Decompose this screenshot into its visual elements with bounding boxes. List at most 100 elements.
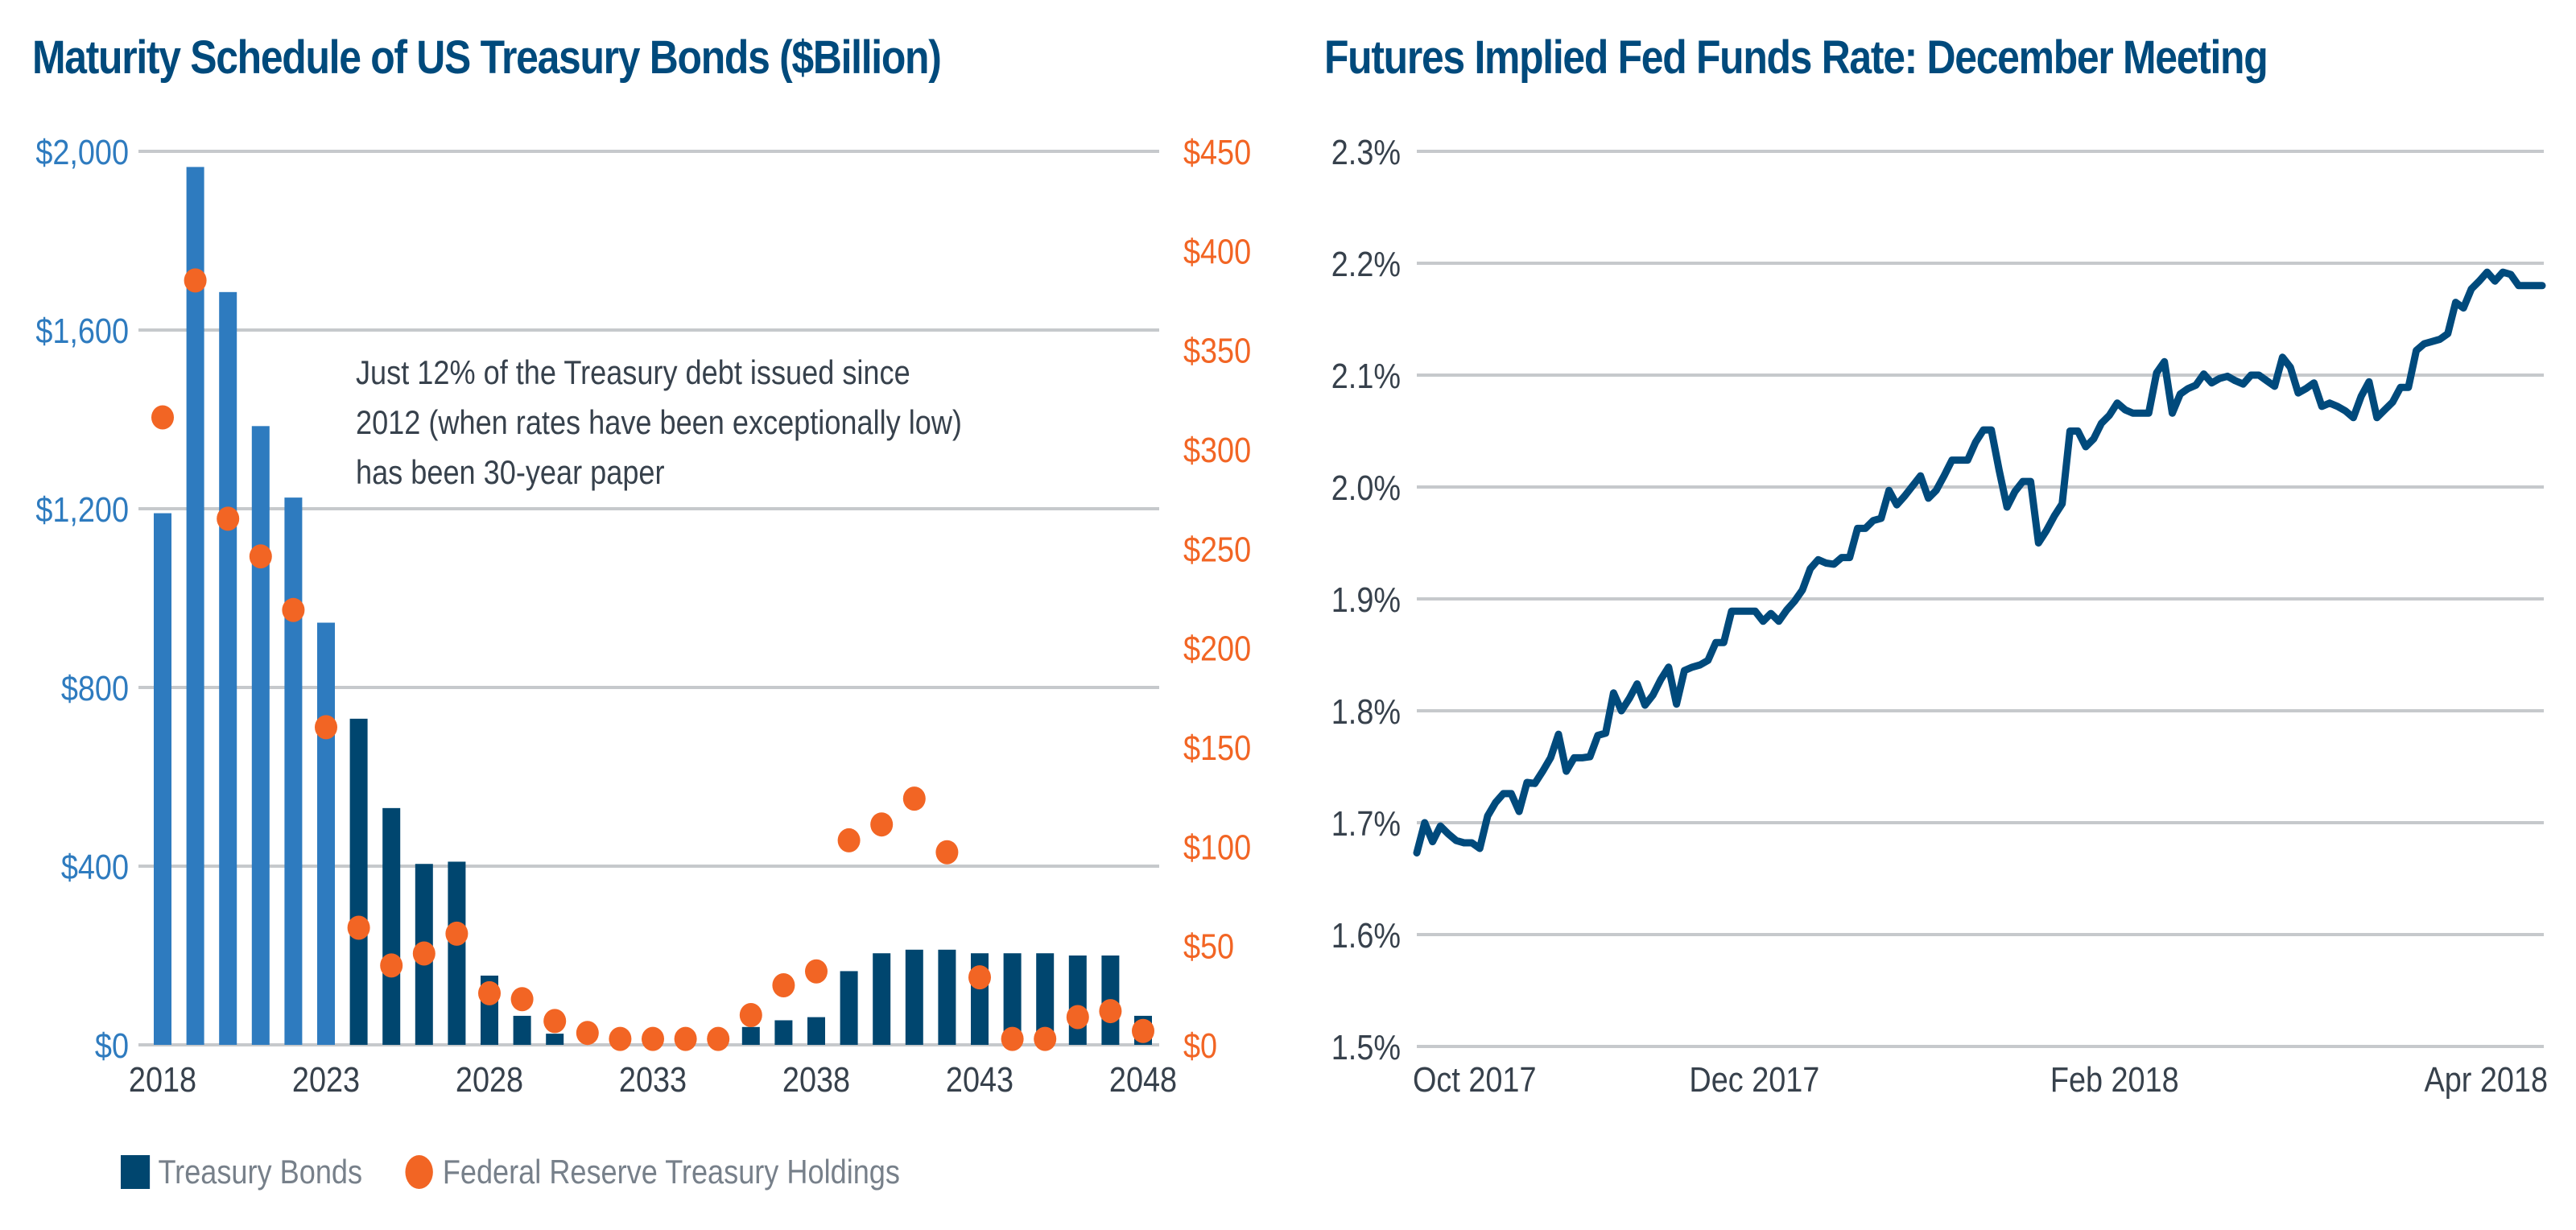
left-y-tick-label: $1,600: [35, 311, 129, 350]
fed-holding-dot: [1132, 1018, 1154, 1043]
treasury-bond-bar: [938, 949, 956, 1045]
treasury-bond-bar: [154, 513, 171, 1045]
right-x-tick-label: Dec 2017: [1689, 1059, 1819, 1099]
legend-fed-holdings-label: Federal Reserve Treasury Holdings: [442, 1153, 900, 1191]
annotation-text: Just 12% of the Treasury debt issued sin…: [356, 353, 962, 491]
legend-treasury-bonds-swatch: [121, 1155, 151, 1189]
treasury-bond-bar: [840, 971, 858, 1045]
right-y-axis-labels: 1.5% 1.6% 1.7% 1.8% 1.9% 2.0% 2.1% 2.2% 2.3%: [1331, 132, 1401, 1067]
treasury-bond-bar: [873, 953, 891, 1045]
fed-holdings-dots: [151, 268, 1154, 1051]
fed-holding-dot: [315, 715, 337, 740]
fed-holding-dot: [902, 786, 926, 811]
fed-holding-dot: [1001, 1026, 1024, 1051]
left-chart-title: Maturity Schedule of US Treasury Bonds (…: [32, 31, 942, 84]
treasury-bond-bar: [349, 718, 368, 1045]
fed-holding-dot: [609, 1026, 632, 1051]
treasury-bond-bar: [513, 1015, 531, 1045]
legend: Treasury Bonds Federal Reserve Treasury …: [121, 1153, 900, 1191]
left-chart-right-y-axis-labels: $0 $50 $100 $150 $200 $250 $300 $350 $400 $450: [1183, 132, 1251, 1065]
fed-holding-dot: [510, 987, 534, 1012]
fed-holding-dot: [642, 1026, 664, 1051]
fed-holding-dot: [772, 973, 795, 997]
right-y-tick-label: $150: [1183, 728, 1251, 767]
legend-treasury-bonds-label: Treasury Bonds: [158, 1153, 363, 1191]
right-gridlines: [1417, 150, 2544, 1048]
fed-holding-dot: [576, 1021, 599, 1046]
right-y-tick-label: 2.2%: [1331, 244, 1401, 283]
left-x-tick-label: 2028: [456, 1059, 523, 1099]
right-x-axis-labels: Oct 2017 Dec 2017 Feb 2018 Apr 2018: [1413, 1059, 2548, 1099]
right-y-tick-label: $450: [1183, 132, 1251, 171]
right-y-tick-label: $0: [1183, 1026, 1217, 1065]
right-y-tick-label: $200: [1183, 629, 1251, 668]
treasury-bonds-bars: [154, 167, 1152, 1045]
fed-holding-dot: [412, 941, 436, 966]
left-x-tick-label: 2043: [946, 1059, 1013, 1099]
fed-holding-dot: [1034, 1026, 1057, 1051]
fed-holding-dot: [707, 1026, 730, 1051]
fed-holding-dot: [445, 921, 469, 946]
fed-holding-dot: [1066, 1005, 1089, 1030]
left-x-tick-label: 2038: [782, 1059, 850, 1099]
right-y-tick-label: $50: [1183, 927, 1234, 966]
treasury-bond-bar: [546, 1034, 564, 1045]
fed-holding-dot: [380, 953, 403, 978]
treasury-bond-bar: [1003, 953, 1022, 1045]
treasury-bond-bar: [1068, 956, 1087, 1045]
fed-holding-dot: [870, 812, 894, 837]
fed-holding-dot: [968, 965, 991, 990]
right-y-tick-label: $400: [1183, 232, 1251, 271]
fed-holding-dot: [935, 840, 959, 865]
fed-holding-dot: [478, 980, 501, 1005]
right-y-tick-label: $100: [1183, 828, 1251, 867]
fed-holding-dot: [674, 1026, 697, 1051]
right-x-tick-label: Oct 2017: [1413, 1059, 1536, 1099]
treasury-bond-bar: [382, 807, 401, 1045]
fed-holding-dot: [217, 506, 240, 531]
treasury-bond-bar: [251, 426, 270, 1045]
left-y-tick-label: $1,200: [35, 489, 129, 529]
right-y-tick-label: 1.6%: [1331, 915, 1401, 955]
left-y-tick-label: $800: [61, 668, 129, 708]
legend-fed-holdings-swatch: [405, 1155, 433, 1189]
fed-holding-dot: [282, 597, 305, 622]
fed-holding-dot: [739, 1003, 762, 1027]
left-x-tick-label: 2033: [619, 1059, 687, 1099]
fed-funds-rate-line: [1413, 268, 2546, 856]
right-x-tick-label: Apr 2018: [2424, 1059, 2548, 1099]
fed-holding-dot: [543, 1009, 567, 1034]
right-y-tick-label: 1.8%: [1331, 691, 1401, 731]
left-y-tick-label: $2,000: [35, 132, 129, 171]
left-x-tick-label: 2023: [292, 1059, 360, 1099]
fed-holding-dot: [347, 915, 370, 940]
treasury-bond-bar: [774, 1020, 793, 1045]
treasury-bond-bar: [186, 167, 204, 1045]
right-y-tick-label: 2.3%: [1331, 132, 1401, 171]
treasury-bond-bar: [807, 1017, 825, 1045]
fed-holding-dot: [837, 828, 861, 852]
right-y-tick-label: $250: [1183, 530, 1251, 569]
treasury-bond-bar: [905, 949, 923, 1045]
left-x-tick-label: 2048: [1109, 1059, 1177, 1099]
left-x-axis-labels: 2018 2023 2028 2033 2038 2043 2048: [129, 1059, 1177, 1099]
right-chart-title: Futures Implied Fed Funds Rate: December…: [1324, 31, 2268, 84]
treasury-bond-bar: [284, 497, 303, 1045]
treasury-bond-bar: [317, 622, 335, 1045]
treasury-bond-bar: [448, 861, 466, 1045]
right-y-tick-label: 2.1%: [1331, 356, 1401, 395]
right-x-tick-label: Feb 2018: [2050, 1059, 2179, 1099]
left-y-axis-labels: $0 $400 $800 $1,200 $1,600 $2,000: [35, 132, 129, 1065]
fed-holding-dot: [184, 268, 207, 293]
right-y-tick-label: $350: [1183, 331, 1251, 370]
fed-holding-dot: [249, 544, 272, 569]
left-y-tick-label: $400: [61, 847, 129, 886]
treasury-bond-bar: [741, 1026, 760, 1045]
fed-funds-line-group: [1413, 268, 2546, 856]
fed-holding-dot: [805, 959, 828, 984]
right-y-tick-label: $300: [1183, 430, 1251, 469]
right-y-tick-label: 1.9%: [1331, 580, 1401, 619]
fed-holding-dot: [151, 405, 174, 430]
fed-holding-dot: [1099, 999, 1122, 1024]
